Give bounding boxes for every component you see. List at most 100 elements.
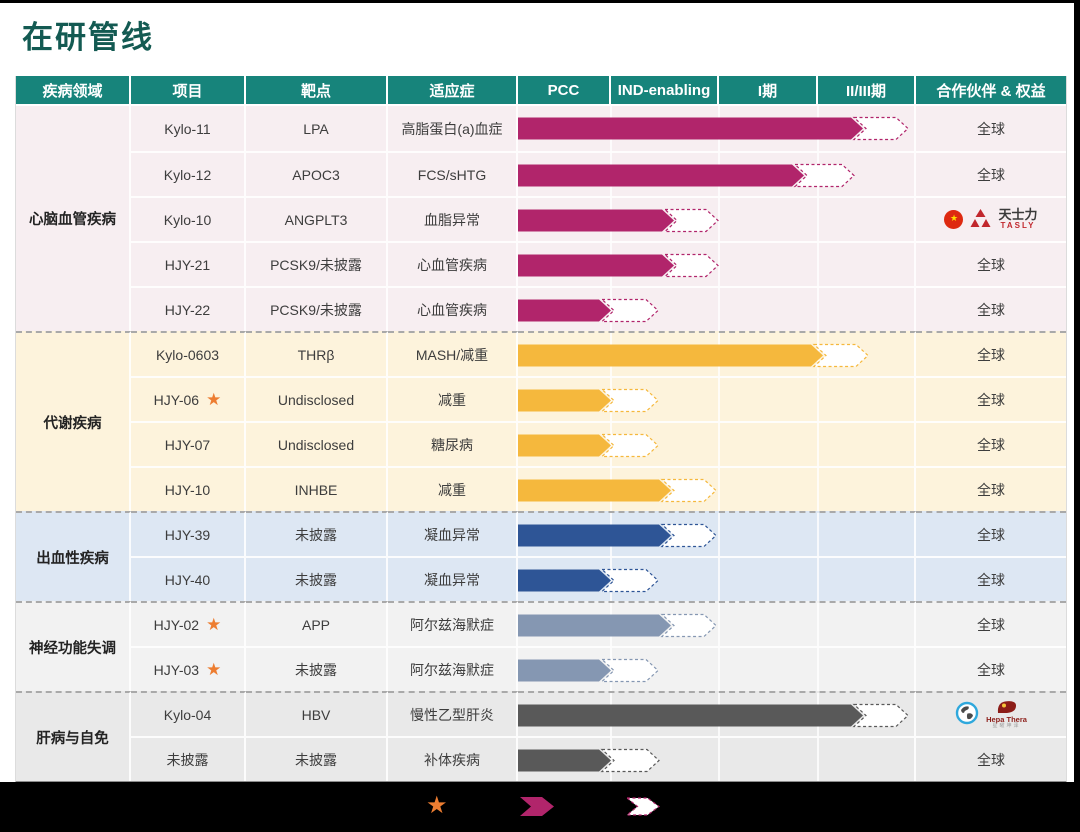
column-gridline <box>817 423 819 466</box>
partner-cell: 全球 <box>916 556 1066 601</box>
partner-cell: 全球 <box>916 466 1066 511</box>
phase-bar-dashed <box>600 748 660 773</box>
indication-cell: FCS/sHTG <box>388 151 518 196</box>
column-header: 合作伙伴 & 权益 <box>916 76 1066 106</box>
column-gridline <box>817 378 819 421</box>
target-cell: Undisclosed <box>246 376 388 421</box>
project-label: Kylo-0603 <box>155 346 220 363</box>
phase-progress-bar <box>518 658 659 683</box>
target-cell: Undisclosed <box>246 421 388 466</box>
project-cell: HJY-07 <box>131 421 246 466</box>
column-gridline <box>718 198 720 241</box>
partner-label: 全球 <box>977 166 1005 183</box>
column-header: 适应症 <box>388 76 518 106</box>
phase-bar-dashed <box>793 163 855 188</box>
phase-bar-solid <box>518 254 674 277</box>
partner-cell: 全球 <box>916 601 1066 646</box>
partner-logo: Hepa Thera 星曜坤泽 <box>955 700 1027 730</box>
project-cell: Kylo-12 <box>131 151 246 196</box>
phase-bar-dashed <box>663 208 719 233</box>
indication-cell: 心血管疾病 <box>388 241 518 286</box>
dashed-arrow-icon <box>625 796 660 816</box>
indication-cell: 高脂蛋白(a)血症 <box>388 106 518 151</box>
target-cell: PCSK9/未披露 <box>246 286 388 331</box>
phase-bar-solid <box>518 749 611 772</box>
phase-bar-zone <box>518 331 916 376</box>
hepathera-leaf-icon <box>995 700 1017 717</box>
phase-bar-zone <box>518 646 916 691</box>
phase-bar-zone <box>518 286 916 331</box>
phase-bar-dashed <box>600 433 659 458</box>
indication-cell: MASH/减重 <box>388 331 518 376</box>
phase-progress-bar <box>518 613 717 638</box>
phase-bar-zone <box>518 466 916 511</box>
project-cell: HJY-39 <box>131 511 246 556</box>
target-cell: INHBE <box>246 466 388 511</box>
star-icon: ★ <box>206 660 222 679</box>
phase-progress-bar <box>518 116 909 141</box>
disease-area-cell: 神经功能失调 <box>16 601 131 691</box>
page-title: 在研管线 <box>22 20 154 55</box>
target-cell: HBV <box>246 691 388 736</box>
partner-label: 全球 <box>977 751 1005 768</box>
target-cell: PCSK9/未披露 <box>246 241 388 286</box>
phase-bar-dashed <box>600 388 659 413</box>
china-flag-icon: ★ <box>944 210 964 229</box>
partner-label: 全球 <box>977 256 1005 273</box>
globe-icon <box>955 701 979 728</box>
column-header: PCC <box>518 76 611 106</box>
project-label: Kylo-04 <box>163 706 212 723</box>
column-gridline <box>718 288 720 331</box>
column-header: II/III期 <box>818 76 916 106</box>
project-label: HJY-06 <box>153 391 200 408</box>
target-cell: 未披露 <box>246 736 388 781</box>
phase-progress-bar <box>518 478 717 503</box>
phase-progress-bar <box>518 523 717 548</box>
indication-cell: 血脂异常 <box>388 196 518 241</box>
hepathera-name-label: Hepa Thera <box>986 715 1027 725</box>
phase-bar-dashed <box>600 658 659 683</box>
indication-cell: 心血管疾病 <box>388 286 518 331</box>
phase-progress-bar <box>518 433 659 458</box>
project-cell: HJY-03 ★ <box>131 646 246 691</box>
phase-progress-bar <box>518 253 719 278</box>
phase-progress-bar <box>518 388 659 413</box>
partner-label: 全球 <box>977 616 1005 633</box>
column-gridline <box>718 738 720 781</box>
project-label: Kylo-12 <box>163 166 212 183</box>
phase-bar-zone <box>518 691 916 736</box>
column-gridline <box>718 468 720 511</box>
phase-bar-solid <box>518 434 611 457</box>
project-label: HJY-07 <box>164 436 211 453</box>
right-frame-edge <box>1074 0 1080 832</box>
indication-cell: 凝血异常 <box>388 556 518 601</box>
partner-cell: 全球 <box>916 736 1066 781</box>
column-gridline <box>610 738 612 781</box>
column-gridline <box>610 288 612 331</box>
solid-arrow-icon <box>519 796 554 816</box>
phase-bar-solid <box>518 117 863 140</box>
phase-bar-zone <box>518 736 916 781</box>
top-frame-edge <box>0 0 1080 3</box>
phase-bar-solid <box>518 209 674 232</box>
tasly-cn-label: 天士力 <box>998 207 1038 223</box>
phase-bar-dashed <box>660 478 717 503</box>
project-cell: HJY-22 <box>131 286 246 331</box>
hepathera-cn-label: 星曜坤泽 <box>992 723 1021 730</box>
partner-cell: Hepa Thera 星曜坤泽 <box>916 691 1066 736</box>
partner-label: 全球 <box>977 481 1005 498</box>
disease-area-cell: 心脑血管疾病 <box>16 106 131 331</box>
indication-cell: 阿尔兹海默症 <box>388 601 518 646</box>
partner-cell: 全球 <box>916 511 1066 556</box>
column-gridline <box>718 243 720 286</box>
partner-cell: 全球 <box>916 241 1066 286</box>
phase-progress-bar <box>518 163 855 188</box>
partner-cell: 全球 <box>916 106 1066 151</box>
project-cell: HJY-06 ★ <box>131 376 246 421</box>
column-header: I期 <box>719 76 818 106</box>
partner-cell: 全球 <box>916 376 1066 421</box>
project-cell: Kylo-10 <box>131 196 246 241</box>
phase-bar-dashed <box>660 523 717 548</box>
partner-logo: ★ 天士力 TASLY <box>944 207 1038 231</box>
phase-bar-zone <box>518 106 916 151</box>
